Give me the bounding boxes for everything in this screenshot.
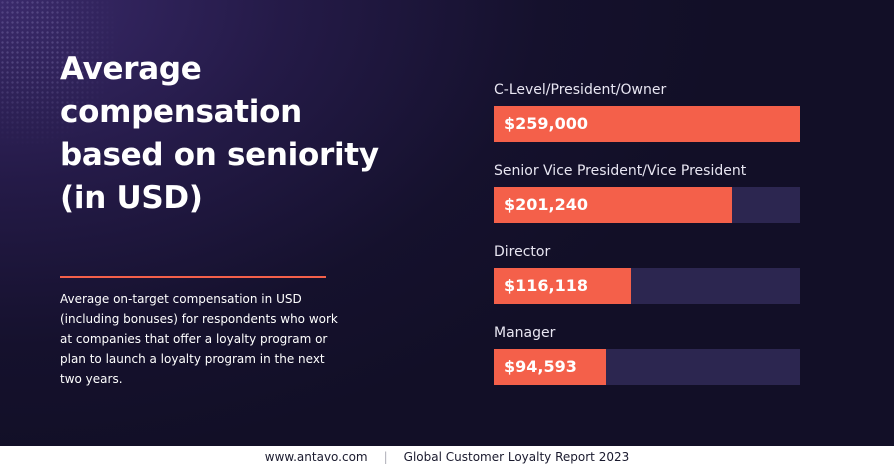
bar	[494, 268, 631, 304]
infographic-canvas: Average compensation based on seniority …	[0, 0, 894, 446]
footer-report-title: Global Customer Loyalty Report 2023	[403, 450, 630, 464]
bar-value-label: $116,118	[504, 276, 589, 295]
category-label: Senior Vice President/Vice President	[494, 163, 747, 179]
bar-value-label: $201,240	[504, 195, 589, 214]
footer-separator: |	[383, 450, 388, 464]
dot-pattern-decoration	[0, 0, 130, 170]
bar-track: $116,118	[494, 268, 800, 304]
footer-website: www.antavo.com	[264, 450, 368, 464]
category-label: Director	[494, 244, 551, 260]
bar-chart: C-Level/President/Owner $259,000 Senior Vi…	[494, 80, 800, 390]
category-label: Manager	[494, 325, 556, 341]
bar-value-label: $259,000	[504, 114, 589, 133]
category-label: C-Level/President/Owner	[494, 82, 667, 98]
title-divider	[60, 276, 326, 278]
footer: www.antavo.com | Global Customer Loyalty R…	[0, 446, 894, 469]
bar-value-label: $94,593	[504, 357, 577, 376]
bar	[494, 349, 606, 385]
bar-track: $259,000	[494, 106, 800, 142]
bar-track: $201,240	[494, 187, 800, 223]
bar	[494, 106, 800, 142]
chart-description: Average on-target compensation in USD (i…	[60, 292, 338, 386]
chart-title: Average compensation based on seniority …	[60, 51, 379, 216]
bar	[494, 187, 732, 223]
bar-track: $94,593	[494, 349, 800, 385]
